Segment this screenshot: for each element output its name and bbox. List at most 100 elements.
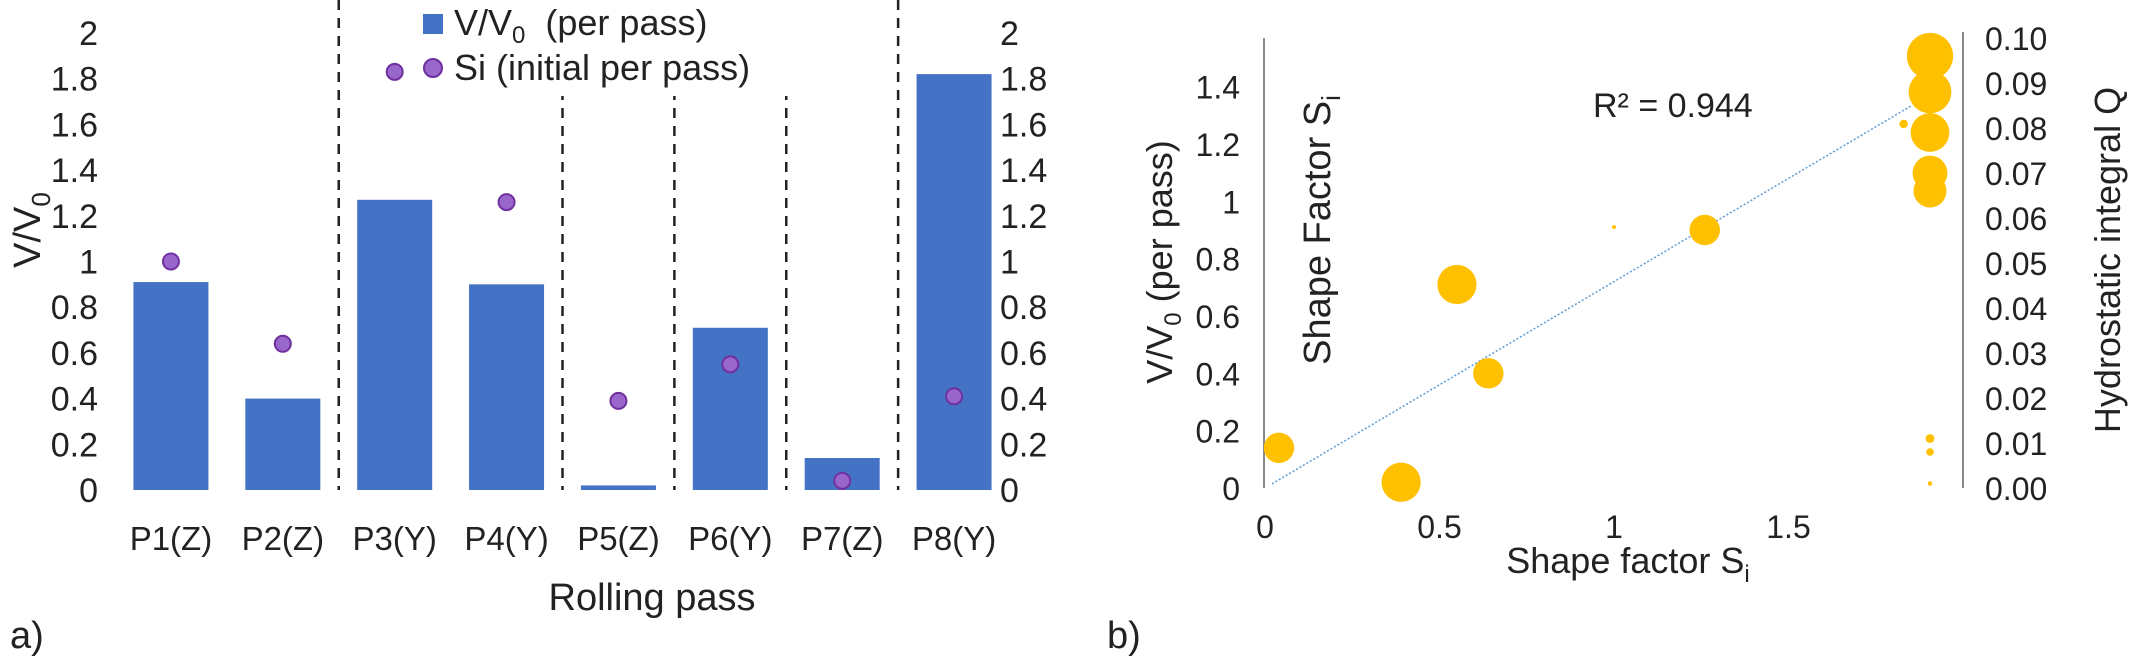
y-tick-label: 1.4 <box>1196 70 1240 106</box>
y-tick-label: 1.8 <box>51 61 98 99</box>
y-tick-label: 0.4 <box>51 381 98 419</box>
si-marker-P2(Z) <box>273 334 292 353</box>
r-squared-annotation: R² = 0.944 <box>1593 87 1753 125</box>
y-tick-label-right: 0.08 <box>1985 111 2047 147</box>
y-tick-label: 1.4 <box>51 152 98 190</box>
right-y-tick-labels: 0.00 0.01 0.02 0.03 0.04 0.05 0.06 0.07 0.08 0.09… <box>1985 21 2047 507</box>
y-tick-label: 1.2 <box>1196 127 1240 163</box>
y-axis-label-right: Hydrostatic integral Q <box>2087 87 2128 433</box>
bar-P4(Y) <box>469 284 545 490</box>
trendline-line <box>1271 105 1912 485</box>
y-tick-label: 0.8 <box>1196 242 1240 278</box>
y-tick-label-right: 0 <box>1000 472 1019 510</box>
q-scale-marker <box>1925 434 1935 443</box>
data-point <box>1473 358 1504 389</box>
x-tick-labels: P1(Z) P2(Z) P3(Y) P4(Y) P5(Z) P6(Y) P7(Z) P8(Y) <box>130 520 997 557</box>
data-point <box>1263 432 1295 464</box>
data-point <box>1612 225 1616 230</box>
bar-P3(Y) <box>357 199 433 490</box>
x-tick-label: 1.5 <box>1766 509 1810 545</box>
y-tick-label-right: 1 <box>1000 244 1019 282</box>
y-tick-label-right: 0.8 <box>1000 289 1047 327</box>
legend: V/V0 (per pass) Si (initial per pass) <box>408 0 792 96</box>
si-marker-P3(Y) <box>385 62 404 81</box>
x-tick-label: P8(Y) <box>912 520 996 557</box>
si-marker-P8(Y) <box>945 387 964 406</box>
y-tick-label: 0 <box>1222 471 1240 507</box>
y-tick-label: 0.6 <box>51 335 98 373</box>
y-tick-label: 0.2 <box>51 426 98 464</box>
si-marker-P6(Y) <box>721 355 740 374</box>
x-tick-label: 0 <box>1256 509 1274 545</box>
x-tick-label: P1(Z) <box>130 520 213 557</box>
legend-marker-label: Si (initial per pass) <box>454 47 750 88</box>
y-tick-label-right: 0.07 <box>1985 156 2047 192</box>
y-tick-label-right: 1.4 <box>1000 152 1047 190</box>
data-point <box>1689 214 1720 246</box>
y-tick-label-right: 0.06 <box>1985 201 2047 237</box>
data-point <box>1437 264 1477 305</box>
q-scale-marker <box>1906 32 1954 80</box>
bar-series <box>133 74 992 490</box>
y-tick-label: 0 <box>79 472 98 510</box>
q-scale-marker <box>1926 448 1934 456</box>
chart-b: 00.20.40.60.811.21.4 0.000.010.020.030.0… <box>1107 21 2128 657</box>
x-tick-label: P6(Y) <box>688 520 772 557</box>
y-tick-label-right: 0.02 <box>1985 381 2047 417</box>
left-y-tick-labels: 0 0.2 0.4 0.6 0.8 1 1.2 1.4 <box>1196 70 1240 507</box>
bar-P2(Z) <box>245 398 321 490</box>
si-marker-P1(Z) <box>161 252 180 271</box>
legend-bar-label: V/V0 (per pass) <box>454 2 707 49</box>
y-tick-label-right: 1.8 <box>1000 61 1047 99</box>
data-point <box>1899 119 1908 129</box>
y-tick-label-right: 0.10 <box>1985 21 2047 57</box>
y-tick-label: 1 <box>79 244 98 282</box>
x-tick-label: P3(Y) <box>353 520 437 557</box>
y-tick-label-right: 0.2 <box>1000 426 1047 464</box>
left-y-tick-labels: 0 0.2 0.4 0.6 0.8 1 1.2 1.4 1.6 1.8 2 <box>51 15 98 510</box>
q-scale-marker <box>1927 481 1933 486</box>
legend-marker-swatch <box>423 58 443 78</box>
bar-P6(Y) <box>692 327 768 490</box>
y-tick-label-right: 0.6 <box>1000 335 1047 373</box>
y-tick-label: 1.2 <box>51 198 98 236</box>
bar-P8(Y) <box>916 74 992 490</box>
y-tick-label-right: 0.01 <box>1985 426 2047 462</box>
right-y-tick-labels: 0 0.2 0.4 0.6 0.8 1 1.2 1.4 1.6 1.8 2 <box>1000 15 1047 510</box>
q-scale-marker <box>1908 70 1952 114</box>
y-tick-label-right: 0.04 <box>1985 291 2047 327</box>
y-tick-label-right: 0.09 <box>1985 66 2047 102</box>
y-tick-label-right: 2 <box>1000 15 1019 53</box>
y-tick-label: 2 <box>79 15 98 53</box>
y-axis-label: V/V0 <box>7 192 56 268</box>
legend-box <box>408 0 792 96</box>
y-tick-label-right: 1.6 <box>1000 106 1047 144</box>
x-tick-label: P5(Z) <box>577 520 660 557</box>
q-scale-marker <box>1913 174 1947 208</box>
scatter-points <box>1263 119 1908 502</box>
y-tick-label: 0.8 <box>51 289 98 327</box>
x-axis-label: Shape factor Si <box>1506 540 1750 588</box>
si-marker-P5(Z) <box>609 391 628 410</box>
marker-series <box>161 62 964 490</box>
y-tick-label-right: 0.4 <box>1000 381 1047 419</box>
x-tick-label: 1 <box>1605 509 1623 545</box>
x-tick-labels: 0 0.5 1 1.5 <box>1256 509 1811 545</box>
data-point <box>1381 462 1421 502</box>
si-marker-P4(Y) <box>497 193 516 212</box>
si-marker-P7(Z) <box>833 471 852 490</box>
trendline <box>1271 105 1912 485</box>
chart-a: 0 0.2 0.4 0.6 0.8 1 1.2 1.4 1.6 1.8 2 0 0.2 0.4 0.6 0.… <box>7 0 1346 657</box>
y-axis-label: V/V0 (per pass) <box>1139 140 1187 383</box>
legend-bar-swatch <box>423 14 443 34</box>
y-axis-label-right: Shape Factor Si <box>1297 95 1346 365</box>
y-tick-label-right: 1.2 <box>1000 198 1047 236</box>
q-scale-markers <box>1906 32 1954 486</box>
x-tick-label: P7(Z) <box>801 520 884 557</box>
x-tick-label: P2(Z) <box>242 520 325 557</box>
y-tick-label: 0.2 <box>1196 414 1240 450</box>
x-axis-label: Rolling pass <box>549 577 756 619</box>
x-tick-label: P4(Y) <box>464 520 548 557</box>
panel-label-b: b) <box>1107 615 1141 657</box>
